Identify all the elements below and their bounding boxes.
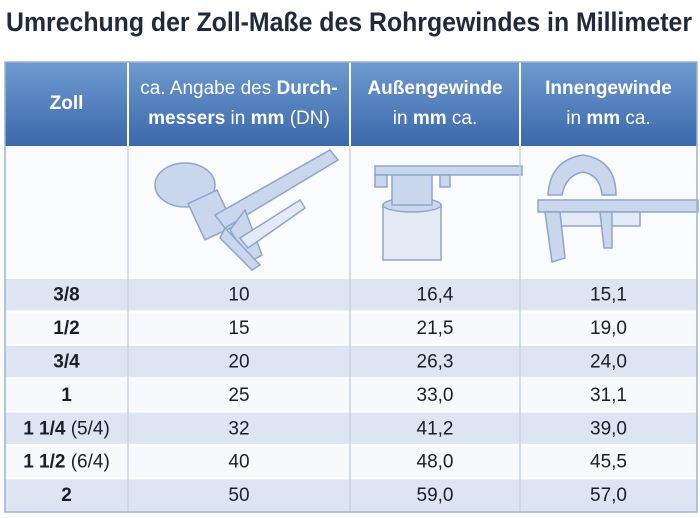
text-segment: 1 [61,385,72,406]
text-segment: ca. [447,108,478,129]
text-segment: Innengewinde [545,78,672,99]
value-cell: 26,3 [417,352,454,373]
text-segment: messers [148,108,225,129]
text-segment: in [393,108,413,129]
zoll-cell: 3/4 [53,352,80,373]
value-cell: 25 [228,385,249,406]
row-bg [5,411,697,445]
text-segment: mm [586,108,620,129]
text-segment: Zoll [50,93,84,114]
value-cell: 21,5 [417,318,454,339]
text-segment: in [566,108,586,129]
text-segment: (5/4) [65,418,109,439]
header-cell: in mm ca. [393,108,478,129]
text-segment: mm [251,108,285,129]
rows: 3/8 10 16,4 15,1 1/2 15 21,5 19,0 3/4 20 26,3 24,0 1… [5,277,697,512]
value-cell: 59,0 [417,485,454,506]
text-segment: 1/2 [53,318,79,339]
header-cell: in mm ca. [566,108,651,129]
value-cell: 10 [228,285,249,306]
text-segment: in [225,108,250,129]
text-segment: 2 [61,485,72,506]
value-cell: 15 [228,318,249,339]
value-cell: 41,2 [417,418,454,439]
value-cell: 20 [228,352,249,373]
value-cell: 19,0 [590,318,627,339]
zoll-cell: 2 [61,485,72,506]
illustration-1 [154,149,340,271]
text-segment: (6/4) [65,452,109,473]
zoll-cell: 1 [61,385,72,406]
zoll-cell: 1 1/2 (6/4) [23,452,110,473]
text-segment: Außengewinde [367,78,502,99]
text-segment: ca. [620,108,651,129]
value-cell: 16,4 [417,285,454,306]
value-cell: 40 [228,452,249,473]
zoll-cell: 1 1/4 (5/4) [23,418,110,439]
row-bg [5,378,697,412]
illustration-2 [374,165,523,261]
title: Umrechung der Zoll-Maße des Rohrgewindes… [6,7,692,37]
zoll-cell: 3/8 [53,285,79,306]
value-cell: 15,1 [590,285,627,306]
table-border [4,61,698,513]
header-cell: Zoll [50,93,84,114]
row-bg [5,445,697,479]
value-cell: 24,0 [590,352,627,373]
text-segment: (DN) [284,108,329,129]
text-segment: Durch- [277,78,338,99]
value-cell: 39,0 [590,418,627,439]
text-segment: ca. Angabe des [140,78,276,99]
value-cell: 32 [228,418,249,439]
text-segment: 1 1/2 [23,452,65,473]
value-cell: 33,0 [417,385,454,406]
zoll-cell: 1/2 [53,318,79,339]
value-cell: 45,5 [590,452,627,473]
header-cell: messers in mm (DN) [148,108,330,129]
header-cell: Außengewinde [367,78,502,99]
row-bg [5,478,697,512]
value-cell: 48,0 [417,452,454,473]
text-segment: mm [413,108,447,129]
text-segment: 3/8 [53,285,79,306]
value-cell: 31,1 [590,385,627,406]
illustration-3 [537,154,699,263]
row-bg [5,311,697,345]
value-cell: 50 [228,485,249,506]
text-segment: 1 1/4 [23,418,66,439]
text-segment: 3/4 [53,352,80,373]
value-cell: 57,0 [590,485,627,506]
row-bg [5,344,697,379]
header-cell: Innengewinde [545,78,672,99]
row-bg [5,278,697,312]
header-cell: ca. Angabe des Durch- [140,78,338,99]
